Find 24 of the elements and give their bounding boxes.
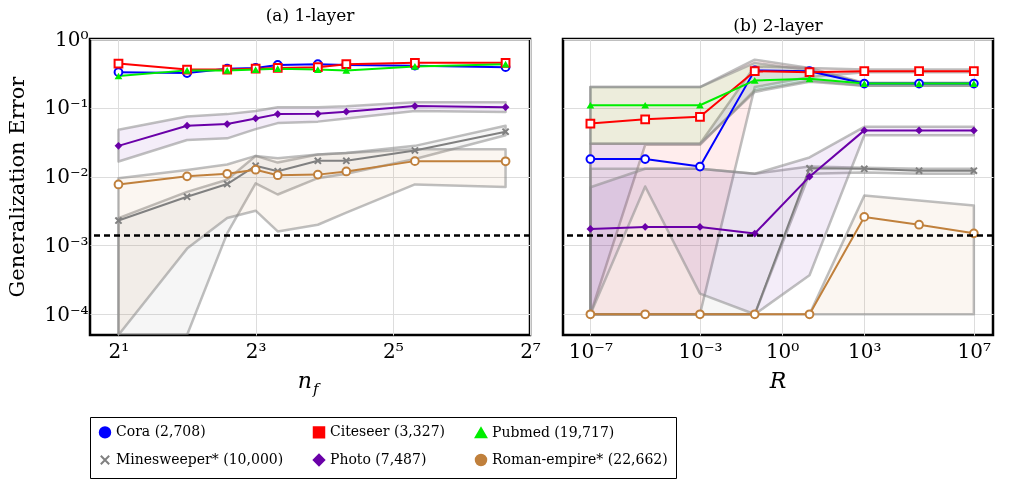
y-tick-label: 10⁰ (55, 26, 89, 51)
chart-title: (b) 2-layer (733, 15, 824, 35)
y-tick-label: 10⁻¹ (44, 95, 89, 120)
legend-label: Minesweeper* (10,000) (116, 451, 284, 467)
legend-label: Photo (7,487) (330, 451, 427, 467)
legend-label: Roman-empire* (22,662) (492, 451, 668, 467)
x-tick-label: 10⁷ (957, 338, 992, 363)
x-tick-label: 2⁵ (382, 338, 404, 363)
legend-label: Pubmed (19,717) (492, 423, 615, 440)
x-tick-label: 2³ (245, 338, 267, 363)
x-tick-label: 10⁻⁷ (568, 338, 613, 363)
legend-label: Cora (2,708) (116, 423, 206, 440)
y-tick-label: 10⁻⁴ (44, 301, 89, 326)
x-tick-label: 10³ (848, 338, 882, 363)
x-tick-label: 10⁻³ (678, 338, 723, 363)
legend-label: Citeseer (3,327) (330, 423, 446, 440)
x-tick-label: 10⁰ (765, 338, 800, 363)
y-tick-label: 10⁻² (44, 164, 89, 189)
x-tick-label: 2⁷ (520, 338, 541, 363)
y-axis-title: Generalization Error (5, 75, 29, 298)
x-tick-label: 2¹ (108, 338, 130, 363)
chart-title: (a) 1-layer (265, 5, 356, 25)
x-axis-title: R (768, 368, 787, 393)
y-tick-label: 10⁻³ (44, 232, 89, 257)
